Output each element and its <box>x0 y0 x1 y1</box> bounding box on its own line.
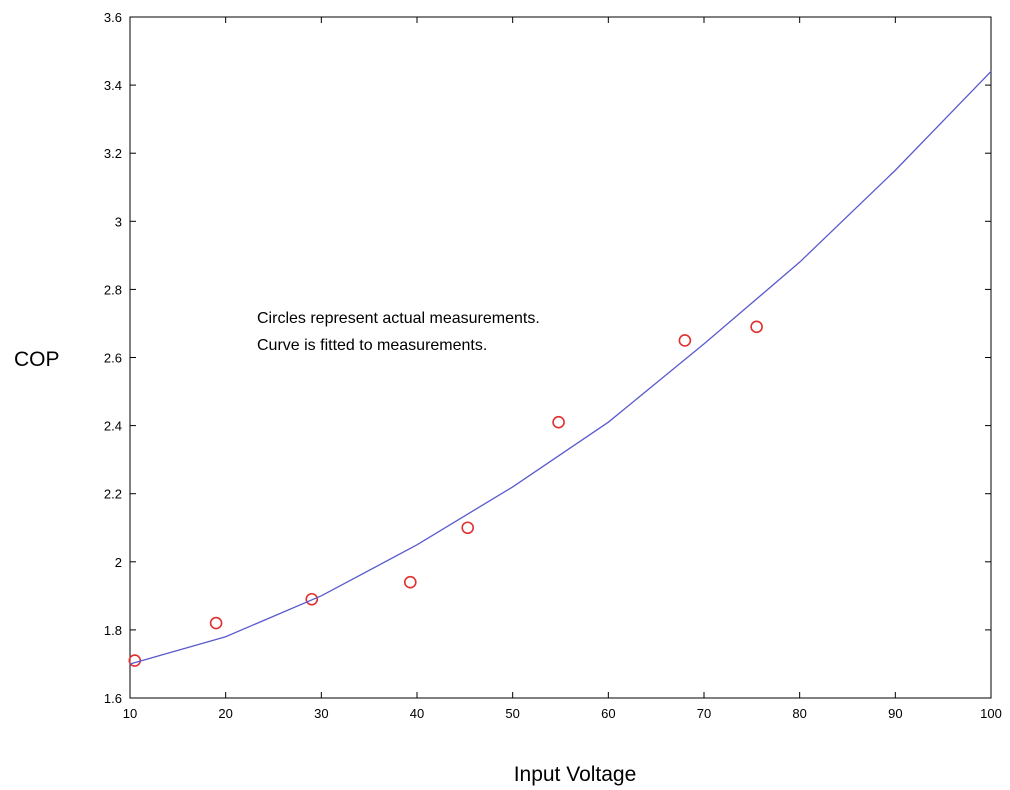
x-axis-title: Input Voltage <box>514 763 637 786</box>
y-tick-label-4: 2.4 <box>104 419 122 434</box>
measurement-point-1 <box>209 616 223 630</box>
measurement-point-4 <box>461 521 475 535</box>
axis-ticks <box>129 16 992 699</box>
x-tick-label-1: 20 <box>218 706 232 721</box>
y-tick-label-9: 3.4 <box>104 78 122 93</box>
y-axis-title: COP <box>14 348 60 371</box>
x-tick-label-0: 10 <box>123 706 137 721</box>
y-tick-label-3: 2.2 <box>104 487 122 502</box>
annotation-line-1: Circles represent actual measurements. <box>257 310 540 327</box>
x-tick-label-4: 50 <box>505 706 519 721</box>
x-tick-label-9: 100 <box>980 706 1002 721</box>
y-tick-label-7: 3 <box>115 214 122 229</box>
x-tick-label-7: 80 <box>792 706 806 721</box>
y-tick-label-6: 2.8 <box>104 282 122 297</box>
y-tick-label-8: 3.2 <box>104 146 122 161</box>
plot-area <box>129 16 992 699</box>
x-tick-label-8: 90 <box>888 706 902 721</box>
measurement-point-5 <box>552 415 565 429</box>
x-tick-label-5: 60 <box>601 706 615 721</box>
axis-tick-labels: 10 20 30 40 50 60 70 80 90 100 1.6 1.8 2 2.2 2.4 2.6 2.8… <box>104 10 1002 721</box>
measurement-point-6 <box>678 334 692 347</box>
x-tick-label-3: 40 <box>410 706 424 721</box>
y-tick-label-1: 1.8 <box>104 623 122 638</box>
x-tick-label-6: 70 <box>697 706 711 721</box>
fitted-curve <box>129 71 992 665</box>
series-layer <box>128 71 992 667</box>
annotation-line-2: Curve is fitted to measurements. <box>257 337 487 354</box>
y-tick-label-10: 3.6 <box>104 10 122 25</box>
x-tick-label-2: 30 <box>314 706 328 721</box>
y-tick-label-2: 2 <box>115 555 122 570</box>
measurement-point-2 <box>305 592 319 606</box>
y-tick-label-5: 2.6 <box>104 351 122 366</box>
measurement-point-3 <box>404 575 417 589</box>
measurement-point-7 <box>750 320 763 334</box>
y-tick-label-0: 1.6 <box>104 691 122 706</box>
